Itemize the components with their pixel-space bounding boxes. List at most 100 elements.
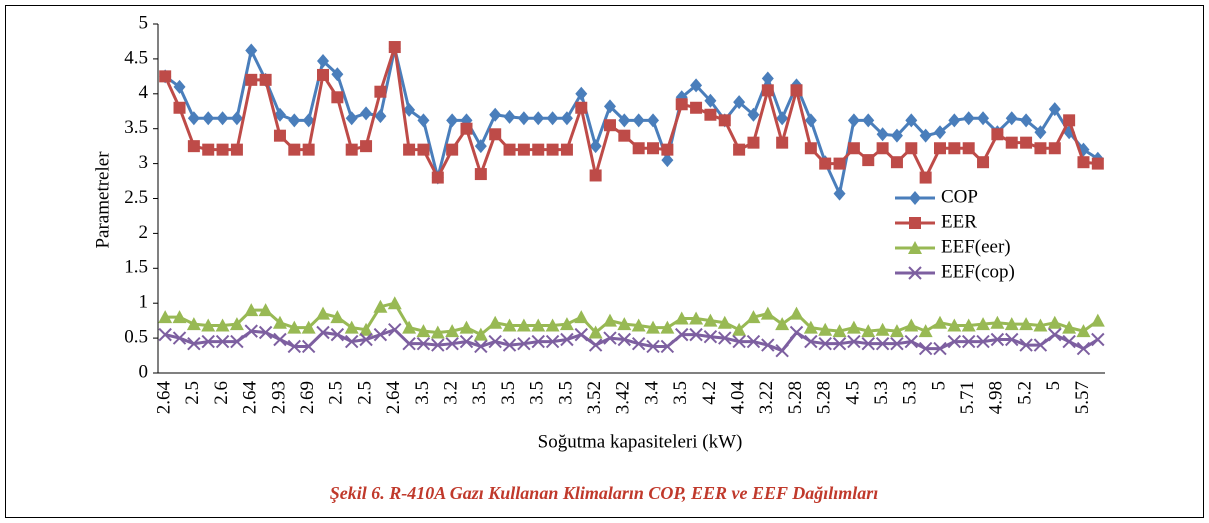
- x-tick-label: 2.6: [211, 381, 232, 405]
- data-point: [1062, 334, 1076, 349]
- x-tick-label: 5.57: [1072, 381, 1093, 414]
- data-point: [403, 143, 416, 156]
- data-point: [202, 143, 215, 156]
- x-tick-label: 2.64: [383, 381, 404, 415]
- data-point: [503, 109, 516, 124]
- data-point: [689, 311, 704, 325]
- data-point: [1047, 315, 1062, 329]
- data-point: [516, 318, 531, 332]
- data-point: [1090, 313, 1105, 327]
- data-point: [618, 129, 631, 142]
- data-point: [445, 324, 460, 338]
- data-point: [990, 332, 1005, 347]
- data-point: [1005, 136, 1018, 149]
- y-tick-label: 3: [139, 152, 149, 173]
- legend-marker: [909, 191, 921, 205]
- data-point: [761, 84, 774, 97]
- data-point: [660, 339, 675, 354]
- data-point: [919, 128, 932, 143]
- data-point: [215, 334, 230, 349]
- data-point: [803, 320, 818, 334]
- data-point: [819, 157, 832, 170]
- data-point: [976, 334, 990, 349]
- data-point: [531, 334, 545, 349]
- data-point: [618, 113, 631, 128]
- data-point: [301, 320, 316, 334]
- data-point: [187, 140, 200, 153]
- x-tick-label: 5.71: [957, 381, 978, 414]
- data-point: [603, 99, 616, 114]
- y-axis-title: Parametreler: [92, 151, 113, 249]
- data-point: [861, 336, 875, 351]
- figure-border: [5, 5, 1204, 518]
- legend-label: COP: [941, 186, 978, 207]
- y-tick-label: 4.5: [124, 47, 148, 68]
- data-point: [173, 79, 186, 94]
- data-point: [245, 43, 258, 58]
- data-point: [905, 142, 918, 155]
- data-point: [229, 317, 244, 331]
- data-point: [1004, 317, 1019, 331]
- data-point: [661, 153, 674, 168]
- data-point: [186, 317, 201, 331]
- data-point: [690, 78, 703, 93]
- data-point: [288, 143, 301, 156]
- data-point: [1020, 136, 1033, 149]
- data-point: [647, 113, 660, 128]
- data-point: [918, 324, 933, 338]
- x-tick-label: 4.5: [842, 381, 863, 405]
- data-point: [776, 111, 789, 126]
- data-point: [589, 169, 602, 182]
- data-point: [660, 320, 675, 334]
- data-point: [474, 339, 488, 354]
- data-point: [560, 332, 574, 347]
- y-tick-label: 5: [139, 12, 149, 33]
- data-point: [919, 171, 932, 184]
- data-point: [532, 111, 545, 126]
- data-point: [847, 334, 861, 349]
- data-point: [602, 313, 617, 327]
- x-tick-label: 5: [928, 381, 949, 391]
- data-point: [201, 334, 215, 349]
- data-point: [674, 311, 689, 325]
- data-point: [646, 339, 660, 354]
- x-tick-label: 3.42: [613, 381, 634, 414]
- x-tick-label: 2.69: [297, 381, 318, 414]
- data-point: [216, 143, 229, 156]
- x-tick-label: 2.5: [354, 381, 375, 405]
- data-point: [360, 140, 373, 153]
- data-point: [1005, 332, 1019, 347]
- data-point: [832, 324, 847, 338]
- data-point: [403, 102, 416, 117]
- data-point: [460, 122, 473, 135]
- data-point: [258, 325, 273, 340]
- data-point: [603, 331, 617, 345]
- data-point: [948, 113, 961, 128]
- data-point: [733, 143, 746, 156]
- data-point: [776, 136, 789, 149]
- x-tick-label: 3.5: [412, 381, 433, 405]
- data-point: [431, 171, 444, 184]
- data-point: [861, 324, 876, 338]
- data-point: [502, 338, 517, 352]
- data-point: [947, 318, 962, 332]
- data-point: [1091, 332, 1105, 347]
- data-point: [804, 113, 817, 128]
- data-point: [890, 336, 904, 351]
- data-point: [431, 338, 445, 352]
- y-tick-label: 4: [139, 82, 149, 103]
- data-point: [789, 306, 804, 320]
- data-point: [459, 320, 474, 334]
- data-point: [991, 128, 1004, 141]
- data-point: [661, 143, 674, 156]
- data-point: [1076, 341, 1091, 356]
- data-point: [977, 111, 990, 126]
- data-point: [588, 325, 603, 339]
- data-point: [818, 322, 833, 336]
- data-point: [172, 310, 187, 324]
- x-tick-label: 3.2: [441, 381, 462, 405]
- data-point: [417, 143, 430, 156]
- data-point: [273, 332, 287, 347]
- data-point: [215, 318, 230, 332]
- data-point: [790, 84, 803, 97]
